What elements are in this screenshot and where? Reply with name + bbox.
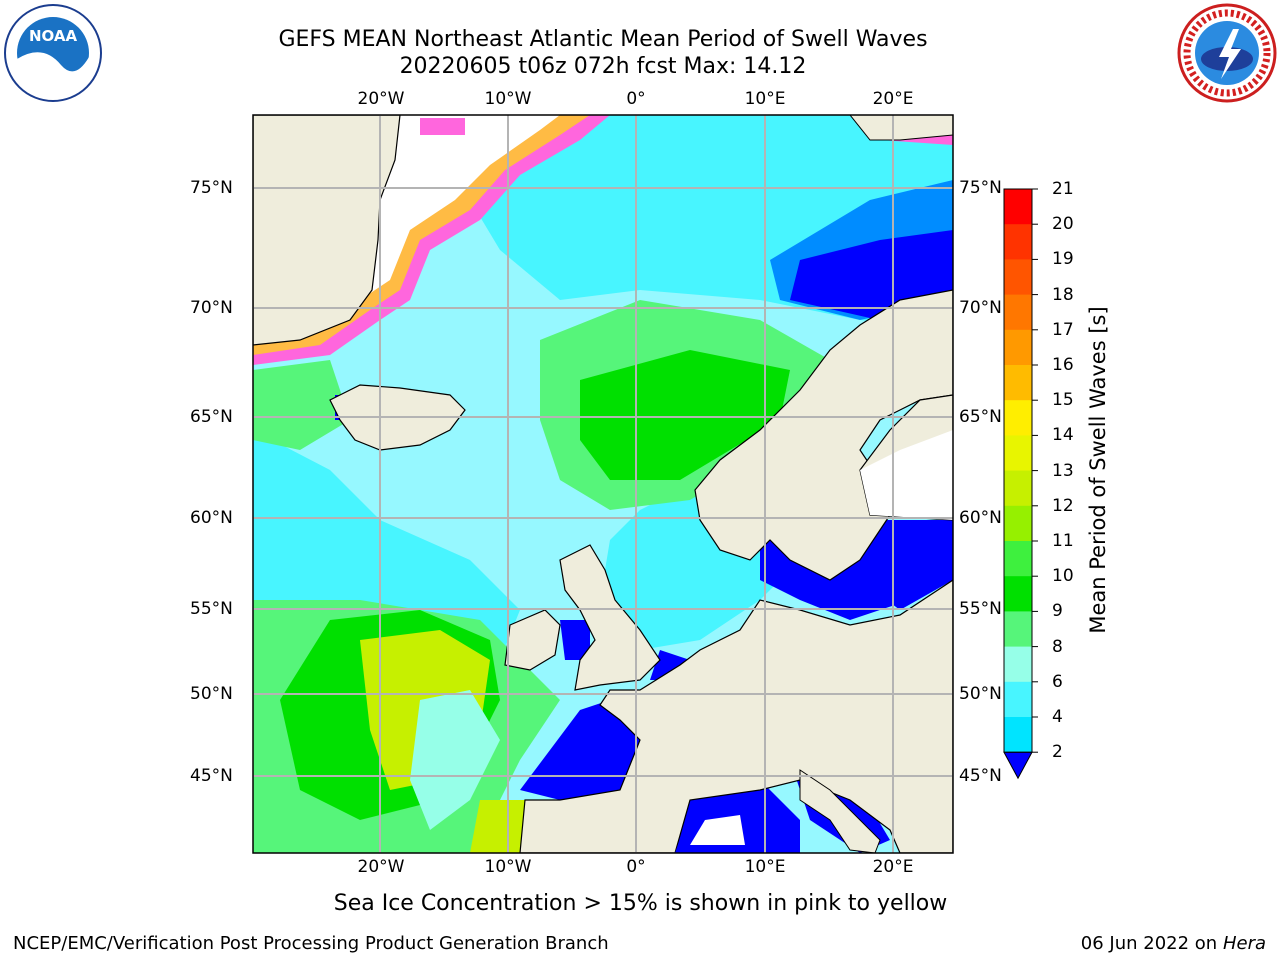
colorbar-tick-label: 8 xyxy=(1052,636,1063,657)
colorbar-tick-label: 20 xyxy=(1052,214,1074,235)
lat-label-left: 50°N xyxy=(190,684,233,704)
map-frame xyxy=(252,114,954,854)
colorbar-tick-label: 13 xyxy=(1052,460,1074,481)
lon-label-bottom: 0° xyxy=(626,857,646,877)
colorbar-tick-label: 21 xyxy=(1052,179,1074,199)
lon-label-bottom: 10°W xyxy=(484,857,532,877)
colorbar-tick-label: 9 xyxy=(1052,601,1063,622)
footer-credit: NCEP/EMC/Verification Post Processing Pr… xyxy=(13,933,609,954)
lat-label-left: 60°N xyxy=(190,508,233,528)
lat-label-left: 75°N xyxy=(190,178,233,198)
colorbar-tick-label: 10 xyxy=(1052,566,1074,587)
italy-land xyxy=(799,769,881,853)
baltic-sea-ice-free xyxy=(860,430,953,520)
colorbar-tick-label: 12 xyxy=(1052,495,1074,516)
lon-label-bottom: 20°W xyxy=(357,857,405,877)
swell-region-lightgreen xyxy=(253,360,350,450)
colorbar-tick-label: 14 xyxy=(1052,425,1074,446)
map-gridlines xyxy=(253,115,953,853)
colorbar-tick-label: 4 xyxy=(1052,707,1063,727)
lon-label-top: 20°E xyxy=(872,89,914,109)
lat-label-right: 45°N xyxy=(959,766,1002,786)
lat-label-right: 70°N xyxy=(959,298,1002,318)
lon-label-top: 20°W xyxy=(357,89,405,109)
lat-label-right: 75°N xyxy=(959,178,1002,198)
swell-region-deepblue xyxy=(860,520,953,610)
greenland-land xyxy=(253,115,401,346)
lat-label-left: 70°N xyxy=(190,298,233,318)
lon-label-top: 10°E xyxy=(744,89,786,109)
lat-label-right: 55°N xyxy=(959,599,1002,619)
colorbar-tick-label: 16 xyxy=(1052,355,1074,375)
lat-label-right: 50°N xyxy=(959,684,1002,704)
mediterranean-sea xyxy=(690,815,745,845)
lon-label-bottom: 10°E xyxy=(744,857,786,877)
lat-label-left: 55°N xyxy=(190,599,233,619)
colorbar-tick-label: 11 xyxy=(1052,531,1074,551)
chart-title: GEFS MEAN Northeast Atlantic Mean Period… xyxy=(278,27,928,52)
europe-land xyxy=(519,579,953,853)
colorbar-tick-label: 18 xyxy=(1052,284,1074,305)
colorbar-tick-label: 2 xyxy=(1052,742,1063,763)
swell-region-green xyxy=(580,350,790,480)
lat-label-right: 60°N xyxy=(959,508,1002,528)
swell-region-cyan xyxy=(410,690,500,830)
lon-label-top: 10°W xyxy=(484,89,532,109)
lat-label-left: 65°N xyxy=(190,407,233,427)
colorbar-tick-label: 17 xyxy=(1052,319,1074,340)
sea-ice-note: Sea Ice Concentration > 15% is shown in … xyxy=(333,891,948,916)
lon-label-bottom: 20°E xyxy=(872,857,914,877)
nws-logo xyxy=(1177,3,1277,107)
swell-region-yellowgreen xyxy=(470,800,525,853)
swell-region-deepblue xyxy=(790,230,953,318)
footer-date: 06 Jun 2022 on Hera xyxy=(1081,933,1266,954)
footer-date-text: 06 Jun 2022 on xyxy=(1080,933,1218,954)
lon-label-top: 0° xyxy=(626,89,646,109)
colorbar-tick-label: 6 xyxy=(1052,671,1063,692)
sea-ice-edge xyxy=(420,118,465,135)
svalbard-land xyxy=(849,115,953,141)
svg-text:NOAA: NOAA xyxy=(29,27,78,45)
chart-subtitle: 20220605 t06z 072h fcst Max: 14.12 xyxy=(399,54,807,79)
colorbar-tick-label: 15 xyxy=(1052,390,1074,411)
colorbar-title: Mean Period of Swell Waves [s] xyxy=(1086,306,1110,634)
colorbar-tick-label: 19 xyxy=(1052,249,1074,270)
lat-label-left: 45°N xyxy=(190,766,233,786)
swell-region-deepblue xyxy=(560,620,590,660)
footer-host: Hera xyxy=(1222,933,1266,954)
noaa-logo: NOAA xyxy=(3,3,103,107)
lat-label-right: 65°N xyxy=(959,407,1002,427)
